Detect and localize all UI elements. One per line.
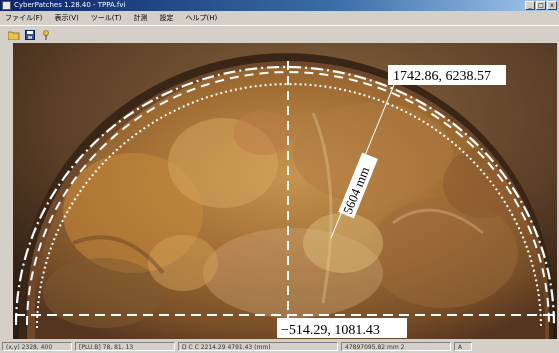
status-color: [PLU.B] 78, 81, 13: [75, 342, 175, 351]
status-area: 47897095.82 mm 2: [341, 342, 451, 351]
menu-settings[interactable]: 設定: [159, 13, 175, 23]
label-bottom: −514.29, 1081.43: [277, 318, 407, 338]
maximize-button[interactable]: □: [536, 1, 546, 10]
status-cursor: (x,y) 2328, 400: [2, 342, 72, 351]
toolbar: [0, 25, 559, 43]
title-bar: CyberPatches 1.28.40 - TPPA.fvi _ □ x: [0, 0, 559, 11]
window-title: CyberPatches 1.28.40 - TPPA.fvi: [14, 1, 125, 9]
status-mode: A: [454, 342, 472, 351]
save-icon[interactable]: [24, 29, 36, 41]
fresco-canvas[interactable]: 1742.86, 6238.57 5604 mm −514.29, 1081.4…: [13, 43, 557, 339]
label-bottom-text: −514.29, 1081.43: [281, 323, 380, 338]
label-top-right-text: 1742.86, 6238.57: [393, 69, 491, 84]
status-bar: (x,y) 2328, 400 [PLU.B] 78, 81, 13 D C C…: [0, 340, 559, 353]
open-folder-icon[interactable]: [8, 29, 20, 41]
menu-help[interactable]: ヘルプ(H): [185, 13, 219, 23]
app-icon: [2, 1, 11, 10]
menu-bar: ファイル(F) 表示(V) ツール(T) 計測 設定 ヘルプ(H): [0, 11, 559, 25]
close-button[interactable]: x: [547, 1, 557, 10]
menu-measure[interactable]: 計測: [133, 13, 149, 23]
pin-icon[interactable]: [40, 29, 52, 41]
window-controls: _ □ x: [525, 1, 557, 10]
minimize-button[interactable]: _: [525, 1, 535, 10]
status-dimensions: D C C 2214.29 4791.43 (mm): [178, 342, 338, 351]
menu-file[interactable]: ファイル(F): [4, 13, 44, 23]
menu-view[interactable]: 表示(V): [54, 13, 80, 23]
label-top-right: 1742.86, 6238.57: [388, 65, 506, 85]
image-viewport[interactable]: 1742.86, 6238.57 5604 mm −514.29, 1081.4…: [13, 43, 557, 339]
menu-tools[interactable]: ツール(T): [90, 13, 123, 23]
